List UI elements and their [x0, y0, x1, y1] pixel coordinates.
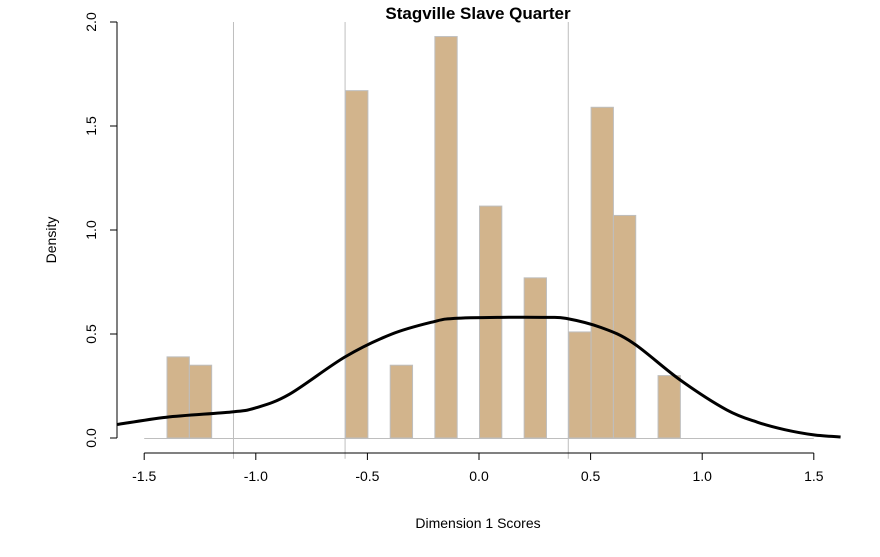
y-axis: 0.0 0.5 1.0 1.5 2.0	[83, 12, 118, 448]
y-tick-label: 0.0	[83, 428, 99, 448]
x-tick-label: 0.0	[469, 468, 489, 484]
y-tick-label: 2.0	[83, 12, 99, 32]
histogram-bar	[434, 36, 458, 439]
x-tick-label: -0.5	[355, 468, 379, 484]
histogram-bar	[523, 277, 547, 439]
x-axis: -1.5 -1.0 -0.5 0.0 0.5 1.0 1.5	[132, 452, 824, 484]
x-tick-label: 1.0	[692, 468, 712, 484]
chart-title: Stagville Slave Quarter	[385, 4, 571, 23]
histogram-bar	[612, 214, 637, 439]
x-tick-label: -1.5	[132, 468, 156, 484]
x-tick-label: 1.5	[804, 468, 824, 484]
histogram-bar	[345, 90, 369, 439]
histogram-bar	[188, 364, 213, 439]
y-axis-label: Density	[43, 217, 59, 264]
x-axis-label: Dimension 1 Scores	[415, 515, 540, 531]
histogram-bar	[590, 106, 614, 439]
histogram-bars	[166, 36, 681, 439]
histogram-bar	[657, 375, 681, 439]
y-tick-label: 1.5	[83, 116, 99, 136]
histogram-bar	[568, 331, 592, 439]
histogram-bar	[479, 205, 503, 439]
histogram-bar	[389, 364, 414, 439]
x-tick-label: -1.0	[244, 468, 268, 484]
histogram-bar	[166, 356, 190, 439]
x-tick-label: 0.5	[581, 468, 601, 484]
y-tick-label: 0.5	[83, 324, 99, 344]
density-curve	[117, 315, 841, 439]
y-tick-label: 1.0	[83, 220, 99, 240]
